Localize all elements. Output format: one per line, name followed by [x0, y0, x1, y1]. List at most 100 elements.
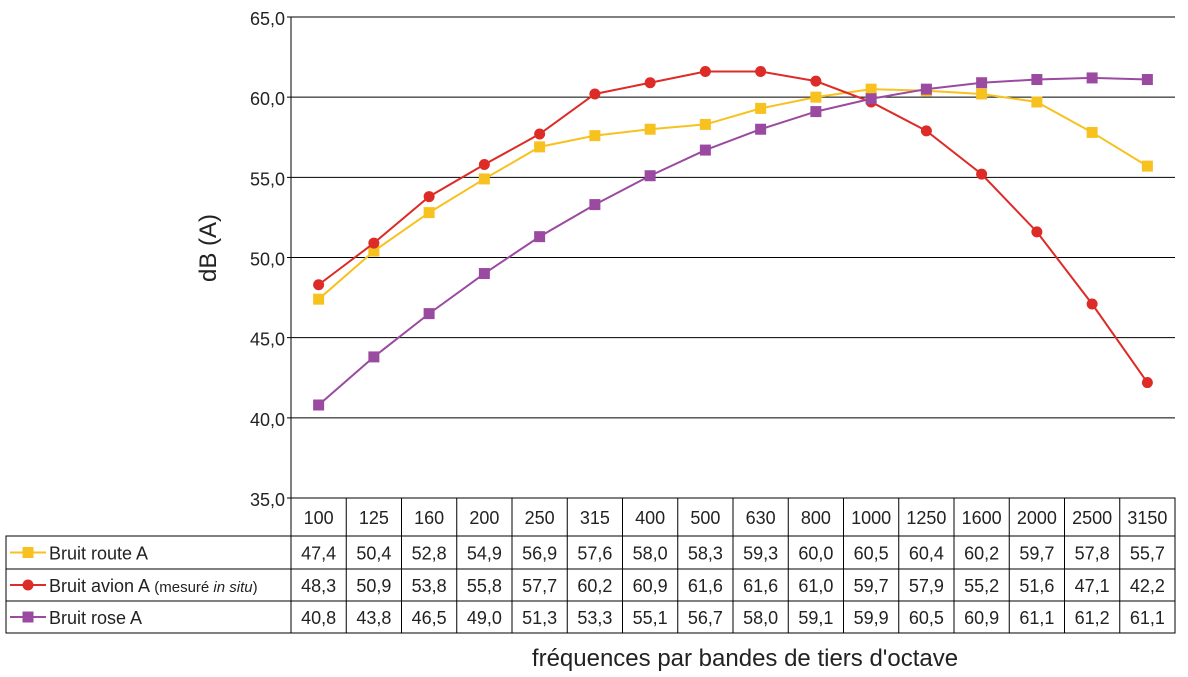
data-label: 57,6: [577, 544, 612, 564]
x-tick-label: 500: [690, 508, 720, 528]
x-tick-label: 3150: [1127, 508, 1167, 528]
data-point: [1141, 74, 1153, 86]
data-point: [755, 66, 767, 78]
data-point: [313, 399, 325, 411]
data-point: [976, 88, 988, 100]
data-label: 42,2: [1130, 576, 1165, 596]
x-tick-label: 100: [304, 508, 334, 528]
series-lines: [313, 66, 1153, 411]
data-point: [1086, 126, 1098, 138]
data-label: 47,1: [1075, 576, 1110, 596]
data-label: 57,7: [522, 576, 557, 596]
data-point: [644, 123, 656, 135]
data-label: 61,1: [1130, 608, 1165, 628]
data-label: 40,8: [301, 608, 336, 628]
data-point: [478, 159, 490, 171]
series-2: [313, 72, 1153, 411]
data-label: 59,7: [1019, 544, 1054, 564]
y-tick-label: 65,0: [250, 9, 285, 29]
data-label: 60,9: [633, 576, 668, 596]
data-point: [423, 207, 435, 219]
data-point: [478, 268, 490, 280]
data-label: 56,9: [522, 544, 557, 564]
x-tick-label: 2000: [1017, 508, 1057, 528]
data-point: [589, 88, 601, 100]
data-point: [478, 173, 490, 185]
x-tick-label: 125: [359, 508, 389, 528]
y-axis-title: dB (A): [195, 214, 222, 282]
data-point: [810, 91, 822, 103]
x-tick-label: 160: [414, 508, 444, 528]
data-label: 47,4: [301, 544, 336, 564]
data-point: [699, 118, 711, 130]
data-label: 61,6: [688, 576, 723, 596]
data-label: 48,3: [301, 576, 336, 596]
x-tick-label: 250: [525, 508, 555, 528]
data-label: 60,5: [909, 608, 944, 628]
x-tick-label: 1600: [962, 508, 1002, 528]
y-axis-ticks: 35,0 40,0 45,0 50,0 55,0 60,0 65,0: [250, 9, 285, 510]
data-label: 55,2: [964, 576, 999, 596]
data-label: 56,7: [688, 608, 723, 628]
data-label: 60,5: [854, 544, 889, 564]
x-tick-label: 2500: [1072, 508, 1112, 528]
data-label: 60,0: [798, 544, 833, 564]
x-tick-label: 1000: [851, 508, 891, 528]
data-label: 59,3: [743, 544, 778, 564]
x-tick-label: 400: [635, 508, 665, 528]
data-point: [699, 144, 711, 156]
data-label: 61,2: [1075, 608, 1110, 628]
table-row: Bruit rose A 40,8 43,8 46,5 49,0 51,3 53,3 55,1…: [10, 608, 1165, 628]
data-label: 60,9: [964, 608, 999, 628]
grid-lines: [287, 16, 1175, 499]
data-point: [368, 351, 380, 363]
data-label: 53,8: [412, 576, 447, 596]
data-label: 55,8: [467, 576, 502, 596]
data-label: 50,9: [356, 576, 391, 596]
data-label: 58,0: [743, 608, 778, 628]
y-tick-label: 55,0: [250, 169, 285, 189]
data-label: 61,0: [798, 576, 833, 596]
data-point: [368, 237, 380, 249]
data-label: 43,8: [356, 608, 391, 628]
data-point: [1141, 377, 1153, 389]
data-label: 57,9: [909, 576, 944, 596]
data-point: [368, 245, 380, 257]
data-label: 61,6: [743, 576, 778, 596]
x-tick-label: 1250: [906, 508, 946, 528]
data-point: [589, 130, 601, 142]
data-label: 61,1: [1019, 608, 1054, 628]
data-point: [810, 75, 822, 87]
legend-marker: [22, 611, 34, 623]
series-line: [318, 70, 1149, 384]
data-point: [976, 168, 988, 180]
data-label: 60,2: [964, 544, 999, 564]
data-label: 50,4: [356, 544, 391, 564]
data-label: 51,6: [1019, 576, 1054, 596]
data-point: [313, 293, 325, 305]
x-tick-label: 630: [746, 508, 776, 528]
y-tick-label: 45,0: [250, 330, 285, 350]
data-point: [810, 106, 822, 118]
x-tick-label: 200: [469, 508, 499, 528]
data-label: 46,5: [412, 608, 447, 628]
data-label: 59,7: [854, 576, 889, 596]
series-line: [317, 88, 1148, 300]
y-tick-label: 60,0: [250, 89, 285, 109]
legend-label: Bruit route A: [49, 544, 148, 564]
x-tick-label: 800: [801, 508, 831, 528]
data-label: 60,4: [909, 544, 944, 564]
legend-label: Bruit rose A: [49, 608, 142, 628]
data-point: [755, 102, 767, 114]
data-point: [1031, 226, 1043, 238]
data-point: [865, 93, 877, 105]
data-point: [1086, 72, 1098, 84]
legend-label: Bruit avion A (mesuré in situ): [49, 576, 258, 596]
data-point: [644, 77, 656, 89]
data-label: 58,3: [688, 544, 723, 564]
data-point: [699, 66, 711, 78]
data-point: [1086, 298, 1098, 310]
series-1: [313, 66, 1153, 389]
series-0: [313, 83, 1153, 305]
legend-marker: [22, 547, 34, 558]
